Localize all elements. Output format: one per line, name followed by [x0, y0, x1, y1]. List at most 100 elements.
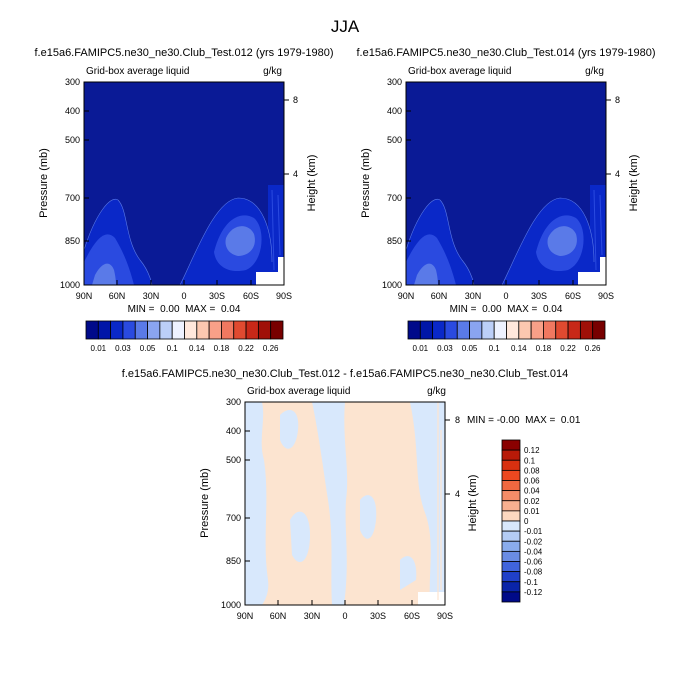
colorbar-label: 0.1	[524, 456, 536, 465]
colorbar-swatch	[501, 510, 521, 522]
colorbar-label: 0.05	[140, 344, 156, 353]
colorbar-label: 0.18	[536, 344, 552, 353]
colorbar-label: -0.08	[524, 568, 543, 577]
colorbar-label: 0.26	[263, 344, 279, 353]
colorbar-label: 0	[524, 517, 529, 526]
x-tick-label: 30S	[370, 611, 386, 621]
colorbar-label: -0.04	[524, 547, 543, 556]
y-tick-label: 400	[65, 106, 80, 116]
panel-title: f.e15a6.FAMIPC5.ne30_ne30.Club_Test.014 …	[356, 47, 655, 59]
x-tick-label: 60N	[109, 291, 126, 301]
y-axis-label: Pressure (mb)	[360, 148, 372, 218]
colorbar-swatch	[97, 320, 112, 340]
colorbar-swatch	[579, 320, 594, 340]
y-right-ticks: 8 4	[445, 415, 460, 499]
colorbar-swatch	[196, 320, 210, 340]
y-right-tick-label: 8	[615, 95, 620, 105]
colorbar-top-right: 0.01 0.03 0.05 0.1 0.14 0.18 0.22 0.26	[407, 320, 606, 353]
x-tick-label: 60N	[431, 291, 448, 301]
colorbar-swatch	[407, 320, 421, 340]
x-ticks: 90N 60N 30N 0 30S 60S 90S	[76, 280, 292, 301]
x-tick-label: 90S	[276, 291, 292, 301]
contour-field	[84, 82, 284, 285]
contour-field	[245, 402, 445, 605]
colorbar-swatch	[501, 540, 521, 552]
colorbar-top-left: 0.01 0.03 0.05 0.1 0.14 0.18 0.22 0.26	[85, 320, 284, 353]
colorbar-swatch	[444, 320, 458, 340]
colorbar-label: 0.22	[560, 344, 576, 353]
y-right-tick-label: 8	[293, 95, 298, 105]
colorbar-swatch	[208, 320, 222, 340]
y-tick-label: 300	[65, 77, 80, 87]
colorbar-label: 0.18	[214, 344, 230, 353]
colorbar-label: 0.06	[524, 477, 540, 486]
x-tick-label: 30N	[465, 291, 482, 301]
colorbar-label: 0.1	[489, 344, 501, 353]
y-tick-label: 400	[226, 426, 241, 436]
y-tick-label: 500	[65, 135, 80, 145]
colorbar-label: 0.14	[189, 344, 205, 353]
colorbar-label: 0.03	[115, 344, 131, 353]
colorbar-swatch	[257, 320, 272, 340]
colorbar-swatch	[592, 320, 606, 340]
colorbar-swatch	[171, 320, 185, 340]
colorbar-label: -0.1	[524, 578, 538, 587]
y-right-tick-label: 8	[455, 415, 460, 425]
colorbar-swatch	[530, 320, 544, 340]
y-tick-label: 300	[387, 77, 402, 87]
colorbar-swatch	[501, 591, 521, 603]
panel-test-014: f.e15a6.FAMIPC5.ne30_ne30.Club_Test.014 …	[356, 47, 655, 315]
y-axis-label: Pressure (mb)	[38, 148, 50, 218]
colorbar-label: 0.04	[524, 487, 540, 496]
colorbar-swatch	[221, 320, 235, 340]
contour-field	[406, 82, 606, 285]
colorbar-swatch	[501, 459, 521, 471]
y-tick-label: 1000	[60, 280, 80, 290]
y-tick-label: 850	[226, 556, 241, 566]
y-ticks: 300 400 500 700 850 1000	[221, 397, 250, 610]
y-tick-label: 700	[387, 193, 402, 203]
colorbar-label: -0.06	[524, 558, 543, 567]
panel-title: f.e15a6.FAMIPC5.ne30_ne30.Club_Test.012 …	[122, 368, 568, 380]
figure-title: JJA	[331, 17, 360, 36]
colorbar-label: 0.08	[524, 466, 540, 475]
colorbar-swatch	[147, 320, 161, 340]
colorbar-label: 0.01	[91, 344, 107, 353]
colorbar-swatch	[85, 320, 99, 340]
colorbar-swatch	[543, 320, 557, 340]
colorbar-swatch	[501, 469, 521, 481]
colorbar-label: 0.1	[167, 344, 179, 353]
panel-difference: f.e15a6.FAMIPC5.ne30_ne30.Club_Test.012 …	[122, 368, 581, 621]
colorbar-swatch	[518, 320, 532, 340]
colorbar-swatch	[419, 320, 434, 340]
colorbar-swatch	[469, 320, 483, 340]
colorbar-swatch	[501, 550, 521, 562]
x-tick-label: 60S	[565, 291, 581, 301]
colorbar-swatch	[159, 320, 173, 340]
x-tick-label: 60S	[243, 291, 259, 301]
stats-text: MIN = -0.00 MAX = 0.01	[467, 415, 581, 426]
panel-test-012: f.e15a6.FAMIPC5.ne30_ne30.Club_Test.012 …	[34, 47, 333, 315]
panel-subtitle-left: Grid-box average liquid	[86, 66, 189, 77]
x-tick-label: 60N	[270, 611, 287, 621]
y-right-tick-label: 4	[293, 169, 298, 179]
colorbar-swatch	[270, 320, 284, 340]
y-tick-label: 400	[387, 106, 402, 116]
colorbar-label: 0.26	[585, 344, 601, 353]
colorbar-swatch	[501, 490, 521, 502]
colorbar-swatch	[456, 320, 470, 340]
colorbar-swatch	[184, 320, 198, 340]
y-tick-label: 300	[226, 397, 241, 407]
panel-subtitle-right: g/kg	[427, 386, 446, 397]
x-tick-label: 90S	[598, 291, 614, 301]
y-axis-label: Pressure (mb)	[199, 468, 211, 538]
colorbar-label: 0.22	[238, 344, 254, 353]
y-tick-label: 500	[387, 135, 402, 145]
panel-title: f.e15a6.FAMIPC5.ne30_ne30.Club_Test.012 …	[34, 47, 333, 59]
colorbar-swatch	[506, 320, 520, 340]
y-tick-label: 850	[387, 236, 402, 246]
colorbar-label: 0.14	[511, 344, 527, 353]
colorbar-swatch	[501, 520, 521, 532]
colorbar-label: 0.05	[462, 344, 478, 353]
